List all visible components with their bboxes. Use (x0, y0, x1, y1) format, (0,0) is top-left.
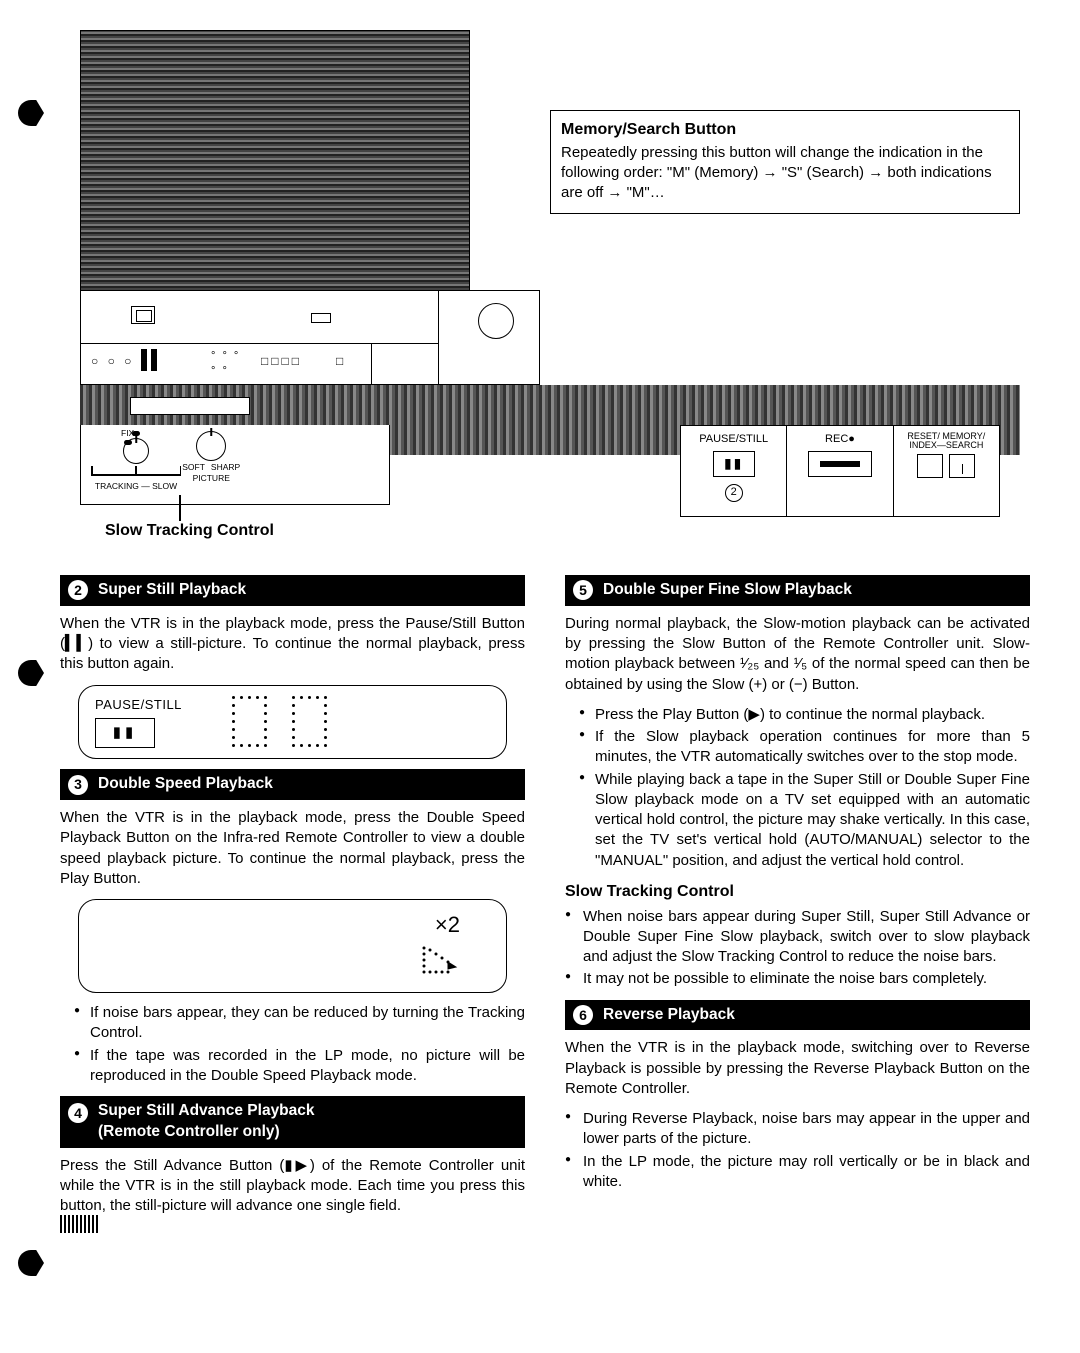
section-6-head: 6 Reverse Playback (565, 1000, 1030, 1031)
top-illustration: ○ ○ ○ ° ° °° ° □□□□ □ TRACKING — S (60, 30, 1030, 550)
panel-reset-label: RESET/ MEMORY/ INDEX—SEARCH (907, 432, 985, 450)
panel-rec-button (808, 451, 872, 477)
fig2-dot-pattern (232, 696, 328, 748)
fix-label: FIX (121, 429, 134, 438)
section-4-num: 4 (68, 1103, 88, 1123)
section-3-title: Double Speed Playback (98, 774, 273, 795)
tracking-label: TRACKING (95, 481, 139, 491)
section-6-bullets: During Reverse Playback, noise bars may … (565, 1109, 1030, 1192)
button-panel: PAUSE/STILL ▮▮ 2 REC● RESET/ MEMORY/ IND… (680, 425, 1000, 517)
binder-mark (18, 100, 44, 126)
list-item: It may not be possible to eliminate the … (569, 969, 1030, 989)
section-4-title-l1: Super Still Advance Playback (98, 1102, 315, 1119)
list-item: If noise bars appear, they can be reduce… (78, 1003, 525, 1044)
section-3-body: When the VTR is in the playback mode, pr… (60, 808, 525, 889)
callout-2-circle: 2 (725, 484, 743, 502)
fig3-arrow-icon (420, 944, 460, 976)
panel-pause-button: ▮▮ (713, 451, 755, 477)
list-item: When noise bars appear during Super Stil… (569, 907, 1030, 968)
list-item: If the tape was recorded in the LP mode,… (78, 1046, 525, 1087)
list-item: During Reverse Playback, noise bars may … (569, 1109, 1030, 1150)
section-5-title: Double Super Fine Slow Playback (603, 580, 852, 601)
panel-pause-label: PAUSE/STILL (699, 432, 768, 447)
list-item: While playing back a tape in the Super S… (583, 770, 1030, 871)
binder-mark (18, 660, 44, 686)
section-2-body: When the VTR is in the playback mode, pr… (60, 614, 525, 675)
list-item: In the LP mode, the picture may roll ver… (569, 1152, 1030, 1193)
list-item: If the Slow playback operation continues… (583, 727, 1030, 768)
slow-label: SLOW (152, 481, 177, 491)
section-4-head: 4 Super Still Advance Playback (Remote C… (60, 1096, 525, 1148)
tv-photo (80, 30, 470, 295)
section-5-head: 5 Double Super Fine Slow Playback (565, 575, 1030, 606)
binder-mark (18, 1250, 44, 1276)
section-2-title: Super Still Playback (98, 580, 246, 601)
list-item: Press the Play Button (▶) to continue th… (583, 705, 1030, 725)
memory-search-title: Memory/Search Button (561, 119, 1009, 141)
soft-label: SOFT (182, 463, 205, 472)
slow-tracking-caption: Slow Tracking Control (105, 520, 274, 542)
section-5-body: During normal playback, the Slow-motion … (565, 614, 1030, 695)
sharp-label: SHARP (211, 463, 240, 472)
panel-reset-button-1 (917, 454, 943, 478)
section-6-body: When the VTR is in the playback mode, sw… (565, 1038, 1030, 1099)
right-column: 5 Double Super Fine Slow Playback During… (565, 575, 1030, 1227)
section-2-head: 2 Super Still Playback (60, 575, 525, 606)
section-6-num: 6 (573, 1005, 593, 1025)
fig3-x2: ×2 (95, 910, 460, 940)
page-root: ○ ○ ○ ° ° °° ° □□□□ □ TRACKING — S (60, 30, 1030, 1227)
remote-zoom-panel: TRACKING — SLOW FIX SOFT SHARP PICTURE (80, 425, 390, 505)
section-6-title: Reverse Playback (603, 1005, 735, 1026)
section-3-num: 3 (68, 775, 88, 795)
section-2-num: 2 (68, 580, 88, 600)
section-3-bullets: If noise bars appear, they can be reduce… (60, 1003, 525, 1086)
left-column: 2 Super Still Playback When the VTR is i… (60, 575, 525, 1227)
picture-label: PICTURE (193, 474, 230, 483)
memory-search-box: Memory/Search Button Repeatedly pressing… (550, 110, 1020, 214)
section-3-head: 3 Double Speed Playback (60, 769, 525, 800)
section-3-figure: ×2 (78, 899, 507, 993)
fig2-label: PAUSE/STILL (95, 696, 182, 714)
vcr-outline: ○ ○ ○ ° ° °° ° □□□□ □ (80, 290, 540, 385)
slow-tracking-subhead: Slow Tracking Control (565, 881, 1030, 903)
section-5-num: 5 (573, 580, 593, 600)
section-2-figure: PAUSE/STILL ▮▮ (78, 685, 507, 760)
fig2-button: ▮▮ (95, 718, 155, 748)
footer-artifact (60, 1215, 100, 1233)
panel-reset-button-2 (949, 454, 975, 478)
panel-rec-label: REC● (825, 432, 855, 447)
section-4-title-l2: (Remote Controller only) (98, 1123, 280, 1140)
section-5-bullets: Press the Play Button (▶) to continue th… (565, 705, 1030, 871)
content-columns: 2 Super Still Playback When the VTR is i… (60, 575, 1030, 1227)
slow-tracking-bullets: When noise bars appear during Super Stil… (565, 907, 1030, 990)
section-4-body: Press the Still Advance Button (▮▶) of t… (60, 1156, 525, 1217)
memory-search-body: Repeatedly pressing this button will cha… (561, 143, 1009, 204)
